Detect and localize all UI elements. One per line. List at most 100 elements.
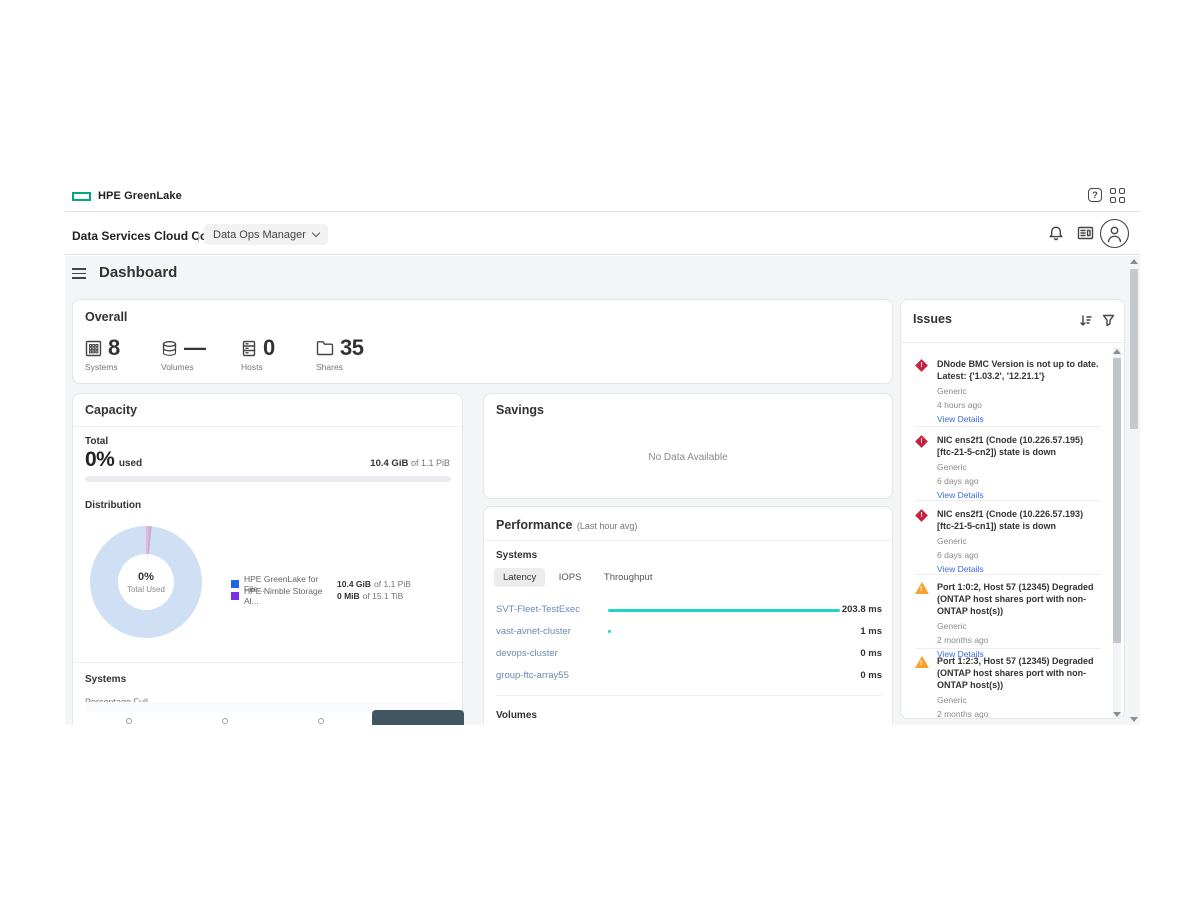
system-point[interactable] [126,718,132,724]
page-scrollbar[interactable] [1128,256,1140,725]
divider [496,695,882,696]
whats-new-icon[interactable] [1077,226,1094,246]
view-details-link[interactable]: View Details [915,564,1101,574]
performance-systems-label: Systems [496,550,537,561]
sort-icon[interactable] [1079,314,1092,332]
capacity-percent: 0% used [85,448,142,472]
issue-category: Generic [915,462,1101,472]
system-link[interactable]: group-ftc-array55 [496,670,569,681]
volumes-count: — [184,335,206,361]
tab-throughput[interactable]: Throughput [595,568,662,587]
scroll-down-arrow[interactable] [1130,717,1138,722]
page-scrollbar-thumb[interactable] [1130,269,1138,429]
issue-time: 2 months ago [915,635,1101,645]
latency-value: 0 ms [860,648,882,659]
latency-sparkdot [608,630,611,633]
system-point[interactable] [318,718,324,724]
performance-title: Performance [496,518,572,532]
perf-row-vast-avnet: vast-avnet-cluster 1 ms [496,621,882,643]
system-link[interactable]: devops-cluster [496,648,558,659]
latency-value: 1 ms [860,626,882,637]
hosts-label: Hosts [241,362,275,372]
system-point[interactable] [222,718,228,724]
shares-label: Shares [316,362,363,372]
perf-row-group-ftc: group-ftc-array55 0 ms [496,665,882,687]
hosts-count: 0 [263,335,275,361]
latency-value: 203.8 ms [842,604,882,615]
stat-volumes: — Volumes [161,336,206,372]
divider [915,500,1101,501]
issue-item[interactable]: ! DNode BMC Version is not up to date. L… [915,358,1101,424]
divider [915,648,1101,649]
apps-grid-icon[interactable] [1110,188,1125,203]
capacity-title: Capacity [85,403,137,417]
perf-row-svt-fleet: SVT-Fleet-TestExec 203.8 ms [496,599,882,621]
system-link[interactable]: SVT-Fleet-TestExec [496,604,580,615]
performance-volumes-label: Volumes [496,710,537,721]
warning-icon: ! [915,582,929,596]
scroll-up-arrow[interactable] [1113,349,1121,354]
filter-funnel-icon[interactable] [1102,314,1115,332]
legend-item-nimble[interactable]: HPE Nimble Storage Al... 0 MiB of 15.1 T… [231,586,403,606]
issue-category: Generic [915,621,1101,631]
issue-time: 6 days ago [915,476,1101,486]
suite-separator: | [197,229,200,243]
view-details-link[interactable]: View Details [915,414,1101,424]
shares-icon [316,340,334,356]
capacity-usage-text: 10.4 GiB of 1.1 PiB [370,458,450,469]
scroll-down-arrow[interactable] [1113,712,1121,717]
divider [915,574,1101,575]
screenshot-canvas: HPE GreenLake ? Data Services Cloud Cons… [0,0,1200,900]
overall-card: Overall 8 Systems — Volumes [72,299,893,384]
issues-scrollbar-thumb[interactable] [1113,358,1121,643]
apps-grid-dot [1110,188,1116,194]
hosts-icon [241,340,257,357]
issue-item[interactable]: ! NIC ens2f1 (Cnode (10.226.57.195) [ftc… [915,434,1101,500]
page-title: Dashboard [99,264,177,281]
critical-icon: ! [915,435,929,449]
tab-iops[interactable]: IOPS [550,568,591,587]
tooltip-count: 6 [372,723,464,725]
apps-grid-dot [1119,188,1125,194]
issues-scrollbar[interactable] [1113,348,1121,718]
performance-title-row: Performance (Last hour avg) [496,516,637,534]
performance-card: Performance (Last hour avg) Systems Late… [483,506,893,725]
systems-icon [85,340,102,357]
savings-title: Savings [496,403,544,417]
user-avatar[interactable] [1099,218,1130,254]
question-mark-icon: ? [1088,188,1102,202]
savings-empty-state: No Data Available [484,452,892,463]
menu-hamburger-icon[interactable] [72,268,86,279]
app-selector-dropdown[interactable]: Data Ops Manager [204,224,328,245]
systems-count: 8 [108,335,120,361]
tab-latency[interactable]: Latency [494,568,545,587]
capacity-card: Capacity Total 0% used 10.4 GiB of 1.1 P… [72,393,463,725]
volumes-label: Volumes [161,362,206,372]
warning-icon: ! [915,656,929,670]
apps-grid-dot [1110,197,1116,203]
overall-title: Overall [85,310,127,324]
scroll-up-arrow[interactable] [1130,259,1138,264]
critical-icon: ! [915,509,929,523]
divider [484,540,892,541]
performance-tabs: Latency IOPS Throughput [494,567,661,587]
issue-time: 2 months ago [915,709,1101,719]
dashboard-content: Dashboard Overall 8 Systems — Volu [65,256,1140,725]
system-link[interactable]: vast-avnet-cluster [496,626,571,637]
critical-icon: ! [915,359,929,373]
help-icon[interactable]: ? [1088,188,1102,202]
issue-item[interactable]: ! NIC ens2f1 (Cnode (10.226.57.193) [ftc… [915,508,1101,574]
legend-swatch-purple [231,592,239,600]
notifications-bell-icon[interactable] [1048,225,1064,247]
systems-chart-tooltip[interactable]: 6 [372,710,464,725]
stat-systems: 8 Systems [85,336,120,372]
view-details-link[interactable]: View Details [915,490,1101,500]
latency-value: 0 ms [860,670,882,681]
divider [73,662,462,663]
issue-time: 6 days ago [915,550,1101,560]
issue-item[interactable]: ! Port 1:2:3, Host 57 (12345) Degraded (… [915,655,1101,719]
shares-count: 35 [340,335,363,361]
divider [901,342,1124,343]
console-header: Data Services Cloud Console | Data Ops M… [65,213,1140,255]
capacity-systems-label: Systems [85,674,126,685]
